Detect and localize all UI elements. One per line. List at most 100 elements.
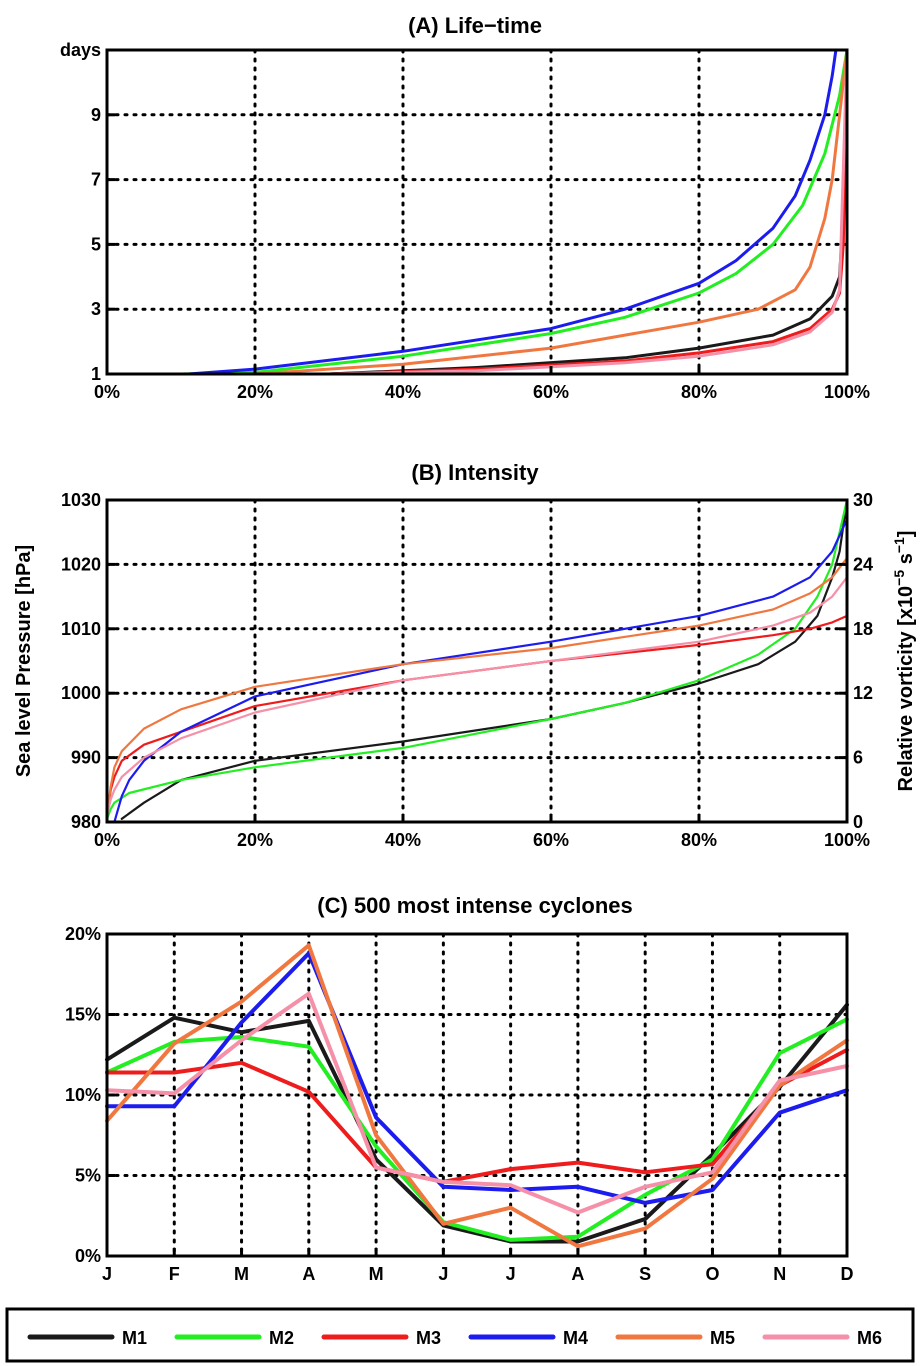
panel-c-intense-cyclones: (C) 500 most intense cyclones J F M A M J J A S O…	[65, 893, 854, 1284]
panel-b-ytick-label: 1000	[61, 683, 101, 703]
legend-label-m6: M6	[857, 1328, 882, 1348]
panel-b-frame	[105, 498, 849, 824]
panel-b-xtick-label: 60%	[533, 830, 569, 850]
panel-a-ytick-label: 5	[91, 234, 101, 254]
panel-a-grid	[105, 48, 849, 376]
panel-b-xtick-label: 80%	[681, 830, 717, 850]
panel-a-xtick-label: 40%	[385, 382, 421, 402]
panel-b-xtick-label: 20%	[237, 830, 273, 850]
panel-a-lifetime: (A) Life−time 0% 20% 40% 60% 80% 100% 1 3 5 7 9 da…	[60, 13, 870, 402]
panel-a-xtick-label: 100%	[824, 382, 870, 402]
panel-a-frame	[105, 48, 849, 376]
panel-b-y2label-prefix: Relative vorticity [x10	[895, 586, 917, 792]
panel-b-series	[105, 498, 849, 824]
panel-c-title-text: 500 most intense cyclones	[354, 893, 633, 918]
legend-label-m5: M5	[710, 1328, 735, 1348]
panel-c-xtick-label: N	[773, 1264, 786, 1284]
panel-a-series-m2	[105, 48, 849, 376]
panel-b-y2tick-label: 24	[853, 554, 873, 574]
panel-a-title: (A) Life−time	[408, 13, 542, 38]
panel-a-xtick-label: 80%	[681, 382, 717, 402]
panel-a-ytick-label: 1	[91, 364, 101, 384]
panel-c-xtick-label: A	[571, 1264, 584, 1284]
panel-a-title-text: Life−time	[445, 13, 542, 38]
panel-a-ytick-label: days	[60, 40, 101, 60]
panel-c-grid	[105, 932, 849, 1258]
panel-c-series-m3	[105, 1047, 849, 1184]
panel-b-series-m6	[105, 576, 849, 817]
panel-b-y2ticks: 0 6 12 18 24 30	[839, 490, 873, 832]
panel-c-xtick-label: O	[705, 1264, 719, 1284]
legend-box	[5, 1307, 915, 1363]
legend-items: M1 M2 M3 M4 M5 M6	[27, 1328, 882, 1348]
panel-b-y2label: Relative vorticity [x10−5 s−1]	[891, 531, 917, 792]
panel-a-xticks: 0% 20% 40% 60% 80% 100%	[94, 366, 870, 402]
panel-c-xtick-label: S	[639, 1264, 651, 1284]
panel-c-xtick-label: J	[102, 1264, 112, 1284]
panel-a-series-m4	[105, 48, 838, 376]
panel-b-yticks: 980 990 1000 1010 1020 1030	[61, 490, 115, 832]
panel-b-ylabel: Sea level Pressure [hPa]	[13, 545, 35, 777]
legend-label-m2: M2	[269, 1328, 294, 1348]
panel-b-ytick-label: 980	[71, 812, 101, 832]
panel-c-series-m6	[105, 991, 849, 1215]
panel-b-y2label-sup1: −5	[891, 570, 907, 586]
panel-c-title: (C) 500 most intense cyclones	[317, 893, 632, 918]
panel-c-series-m5	[105, 943, 849, 1249]
panel-c-xtick-label: M	[369, 1264, 384, 1284]
panel-a-ytick-label: 9	[91, 105, 101, 125]
panel-a-series-m5	[105, 48, 849, 376]
legend-label-m1: M1	[122, 1328, 147, 1348]
panel-b-xtick-label: 0%	[94, 830, 120, 850]
panel-c-xtick-label: J	[438, 1264, 448, 1284]
panel-c-ytick-label: 20%	[65, 924, 101, 944]
panel-c-ytick-label: 10%	[65, 1085, 101, 1105]
panel-c-xtick-label: A	[302, 1264, 315, 1284]
panel-b-xtick-label: 100%	[824, 830, 870, 850]
panel-a-series-m6	[105, 48, 849, 376]
panel-b-title-text: Intensity	[448, 460, 539, 485]
panel-c-ytick-label: 15%	[65, 1005, 101, 1025]
panel-a-xtick-label: 0%	[94, 382, 120, 402]
panel-c-xtick-label: F	[169, 1264, 180, 1284]
panel-b-title-letter: (B)	[411, 460, 442, 485]
panel-a-series-m3	[105, 48, 849, 376]
legend-label-m4: M4	[563, 1328, 588, 1348]
legend-label-m3: M3	[416, 1328, 441, 1348]
panel-a-yticks: 1 3 5 7 9 days	[60, 40, 115, 384]
panel-b-title: (B) Intensity	[411, 460, 539, 485]
panel-b-y2label-suffix: ]	[895, 531, 917, 538]
panel-b-ytick-label: 1020	[61, 554, 101, 574]
panel-c-xtick-label: M	[234, 1264, 249, 1284]
panel-a-ytick-label: 7	[91, 170, 101, 190]
panel-b-ytick-label: 990	[71, 748, 101, 768]
panel-c-xtick-label: D	[841, 1264, 854, 1284]
panel-a-xtick-label: 60%	[533, 382, 569, 402]
panel-a-series	[105, 48, 849, 376]
panel-c-yticks: 0% 5% 10% 15% 20%	[65, 924, 115, 1266]
panel-a-title-letter: (A)	[408, 13, 439, 38]
panel-c-xtick-label: J	[506, 1264, 516, 1284]
panel-a-ytick-label: 3	[91, 299, 101, 319]
panel-c-series-m4	[105, 951, 849, 1205]
panel-b-y2tick-label: 6	[853, 748, 863, 768]
legend: M1 M2 M3 M4 M5 M6	[5, 1307, 915, 1363]
panel-b-series-m3	[105, 614, 849, 817]
panel-b-y2tick-label: 18	[853, 619, 873, 639]
panel-c-ytick-label: 5%	[75, 1166, 101, 1186]
panel-b-y2label-sup2: −1	[891, 537, 907, 553]
panel-b-series-m5	[105, 556, 849, 817]
panel-a-xtick-label: 20%	[237, 382, 273, 402]
panel-b-ytick-label: 1010	[61, 619, 101, 639]
panel-c-title-letter: (C)	[317, 893, 348, 918]
panel-b-xtick-label: 40%	[385, 830, 421, 850]
panel-b-y2tick-label: 0	[853, 812, 863, 832]
panel-b-ytick-label: 1030	[61, 490, 101, 510]
panel-a-series-m1	[105, 48, 849, 376]
panel-b-y2label-mid: s	[895, 553, 917, 570]
panel-c-ytick-label: 0%	[75, 1246, 101, 1266]
panel-c-series	[105, 943, 849, 1249]
panel-b-intensity: (B) Intensity 0% 20% 40% 60% 80% 100% 980 990 1…	[13, 460, 917, 850]
panel-b-xticks: 0% 20% 40% 60% 80% 100%	[94, 814, 870, 850]
